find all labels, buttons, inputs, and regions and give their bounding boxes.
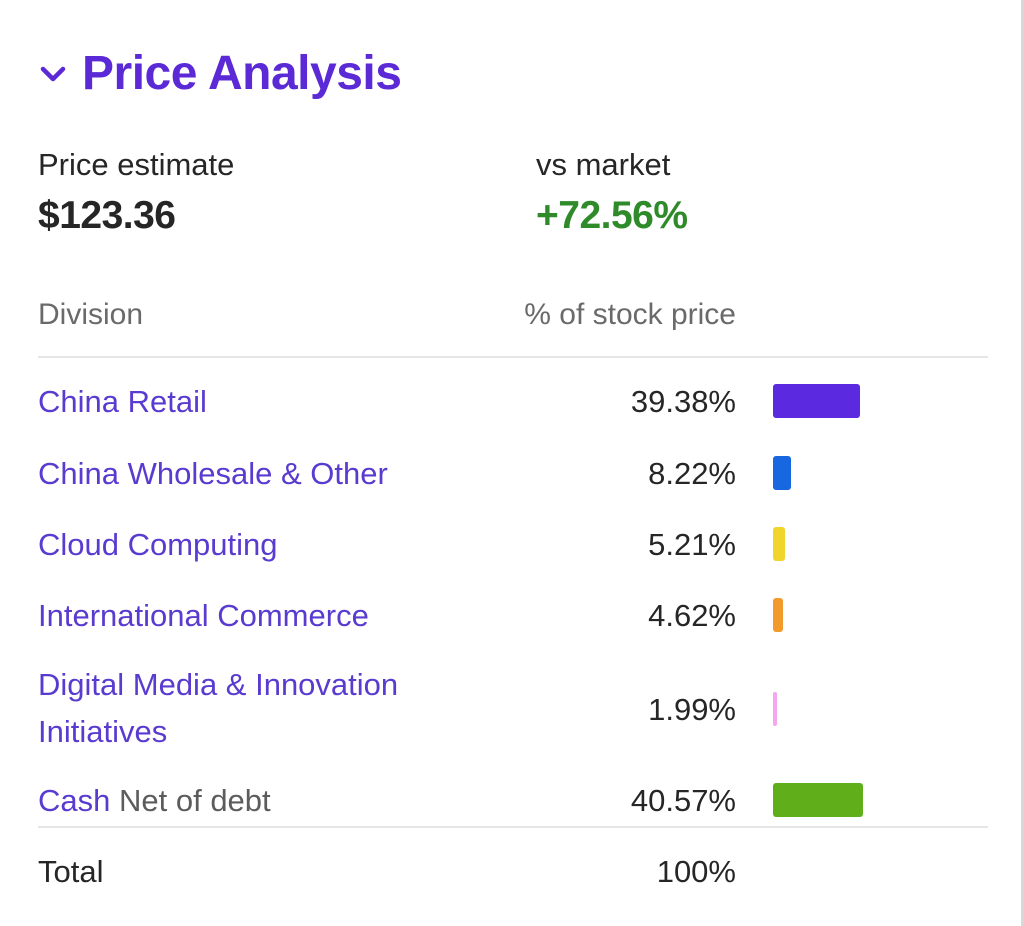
table-header: Division % of stock price	[38, 292, 988, 358]
division-name: China Retail	[38, 384, 207, 419]
total-divider	[38, 826, 988, 828]
division-bar	[773, 527, 785, 561]
division-pct: 39.38%	[630, 384, 736, 419]
price-estimate-value: $123.36	[38, 194, 176, 237]
table-row: China Wholesale & Other 8.22%	[38, 450, 988, 497]
table-row: Digital Media & Innovation Initiatives 1…	[38, 661, 988, 757]
division-name: Digital Media & Innovation Initiatives	[38, 667, 399, 749]
price-estimate: Price estimate $123.36	[38, 146, 234, 242]
price-analysis-toggle[interactable]: Price Analysis	[38, 44, 402, 104]
division-subtitle: Net of debt	[119, 783, 271, 818]
division-link-digital-media[interactable]: Digital Media & Innovation Initiatives	[38, 661, 478, 755]
division-name: International Commerce	[38, 598, 369, 633]
scroll-edge	[1021, 0, 1024, 926]
division-name: Cloud Computing	[38, 527, 278, 562]
division-link-china-wholesale[interactable]: China Wholesale & Other	[38, 450, 388, 497]
vs-market-label: vs market	[536, 147, 671, 182]
total-row: Total 100%	[38, 848, 988, 895]
division-column-header: Division	[38, 298, 144, 331]
price-estimate-label: Price estimate	[38, 147, 235, 182]
division-table: Division % of stock price China Retail 3…	[38, 292, 988, 889]
vs-market-value: +72.56%	[536, 194, 688, 237]
section-title: Price Analysis	[82, 47, 402, 100]
division-pct: 5.21%	[648, 527, 736, 562]
table-row: Cloud Computing 5.21%	[38, 521, 988, 568]
division-bar	[773, 598, 783, 632]
table-row: International Commerce 4.62%	[38, 592, 988, 639]
division-pct: 8.22%	[648, 456, 736, 491]
division-link-international-commerce[interactable]: International Commerce	[38, 592, 369, 639]
total-label: Total	[38, 854, 104, 889]
table-row: China Retail 39.38%	[38, 378, 988, 425]
division-link-cash[interactable]: Cash Net of debt	[38, 777, 271, 824]
vs-market: vs market +72.56%	[536, 146, 688, 242]
price-summary: Price estimate $123.36 vs market +72.56%	[38, 146, 978, 246]
division-pct: 40.57%	[630, 783, 736, 818]
table-row: Cash Net of debt 40.57%	[38, 777, 988, 824]
division-name: Cash	[38, 783, 111, 818]
division-pct: 1.99%	[648, 692, 736, 727]
division-bar	[773, 456, 791, 490]
division-bar	[773, 692, 777, 726]
division-bar	[773, 384, 860, 418]
total-value: 100%	[656, 854, 736, 889]
division-name: China Wholesale & Other	[38, 456, 388, 491]
division-link-cloud-computing[interactable]: Cloud Computing	[38, 521, 278, 568]
chevron-down-icon	[40, 66, 66, 82]
division-link-china-retail[interactable]: China Retail	[38, 378, 207, 425]
pct-column-header: % of stock price	[524, 298, 736, 331]
division-bar	[773, 783, 863, 817]
division-pct: 4.62%	[648, 598, 736, 633]
